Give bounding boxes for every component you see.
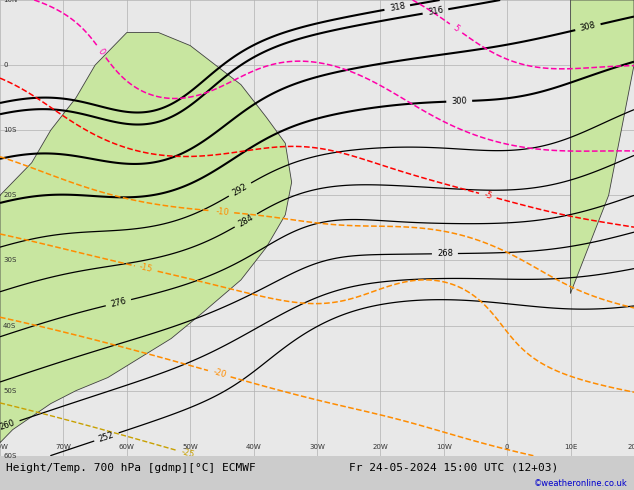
Text: 40S: 40S: [3, 322, 16, 328]
Text: -20: -20: [212, 368, 227, 380]
Text: 50S: 50S: [3, 388, 16, 393]
Text: -15: -15: [139, 263, 154, 274]
Text: 10S: 10S: [3, 127, 16, 133]
Text: 284: 284: [236, 213, 255, 228]
Text: 80W: 80W: [0, 444, 8, 450]
Text: 260: 260: [0, 418, 16, 432]
Text: 50W: 50W: [183, 444, 198, 450]
Polygon shape: [0, 32, 292, 442]
Text: 268: 268: [437, 249, 453, 258]
Text: 300: 300: [451, 97, 467, 106]
Text: 70W: 70W: [55, 444, 72, 450]
Polygon shape: [571, 0, 634, 293]
Text: 5: 5: [451, 23, 461, 34]
Text: 10E: 10E: [564, 444, 578, 450]
Text: ©weatheronline.co.uk: ©weatheronline.co.uk: [534, 479, 628, 488]
Text: 40W: 40W: [246, 444, 261, 450]
Text: 276: 276: [110, 296, 127, 309]
Text: -10: -10: [216, 207, 230, 217]
Text: Fr 24-05-2024 15:00 UTC (12+03): Fr 24-05-2024 15:00 UTC (12+03): [349, 463, 558, 473]
Text: Height/Temp. 700 hPa [gdmp][°C] ECMWF: Height/Temp. 700 hPa [gdmp][°C] ECMWF: [6, 463, 256, 473]
Text: 30S: 30S: [3, 257, 16, 264]
Text: 316: 316: [427, 5, 444, 17]
Text: 0: 0: [505, 444, 510, 450]
Text: 30W: 30W: [309, 444, 325, 450]
Text: 60W: 60W: [119, 444, 135, 450]
Point: [502, 61, 512, 69]
Text: 318: 318: [389, 1, 406, 13]
Text: 10N: 10N: [3, 0, 17, 3]
Text: 0: 0: [3, 62, 8, 68]
Text: 252: 252: [98, 430, 115, 443]
Text: -5: -5: [482, 190, 493, 201]
Text: 20E: 20E: [628, 444, 634, 450]
Text: 10W: 10W: [436, 444, 452, 450]
Text: 20S: 20S: [3, 192, 16, 198]
Text: -25: -25: [179, 447, 195, 460]
Text: 20W: 20W: [373, 444, 388, 450]
Text: 292: 292: [231, 182, 249, 197]
Text: 0: 0: [96, 47, 107, 56]
Text: 60S: 60S: [3, 453, 16, 459]
Text: 308: 308: [579, 21, 597, 33]
